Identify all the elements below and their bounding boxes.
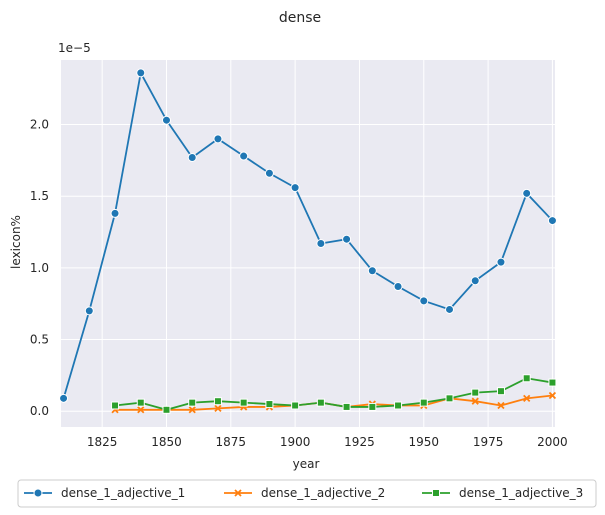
legend-label: dense_1_adjective_1 [61,486,185,500]
data-point [419,398,428,407]
x-tick-label: 1950 [409,435,440,449]
y-tick-label: 0.5 [30,333,49,347]
x-tick-label: 1875 [216,435,247,449]
data-point [264,168,274,178]
y-tick-label: 2.0 [30,118,49,132]
plot-background [61,60,555,427]
x-tick-label: 1825 [87,435,118,449]
data-point [470,276,480,286]
y-tick-labels: 0.0 0.5 1.0 1.5 2.0 [30,118,49,419]
data-point [316,239,326,248]
data-point [214,404,222,412]
data-point [522,374,531,383]
data-point [213,134,223,144]
data-point [367,266,377,276]
data-point [316,398,325,407]
legend: dense_1_adjective_1 dense_1_adjective_2 de… [17,479,597,508]
x-tick-label: 1900 [280,435,311,449]
data-point [162,405,171,414]
data-point [342,402,351,411]
series-layer [59,68,557,414]
data-point [496,387,505,396]
series-3 [111,374,557,414]
x-tick-labels: 1825 1850 1875 1900 1925 1950 1975 2000 [87,435,568,449]
data-point [110,208,120,218]
grid-lines [61,60,555,427]
x-tick-label: 2000 [537,435,568,449]
data-point [393,282,403,292]
data-point [523,394,531,402]
y-tick-label: 1.5 [30,189,49,203]
x-tick-label: 1925 [344,435,375,449]
data-point [471,397,479,405]
legend-label: dense_1_adjective_3 [459,486,583,500]
data-point [522,188,532,198]
data-point [547,216,557,226]
data-point [239,398,248,407]
data-point [59,393,69,403]
legend-label: dense_1_adjective_2 [261,486,385,500]
legend-frame [17,479,597,508]
y-axis-label: lexicon% [9,215,23,269]
x-tick-label: 1975 [473,435,504,449]
chart-title: dense [279,10,321,26]
x-axis-label: year [293,457,320,471]
data-point [187,152,197,162]
data-point [548,391,557,400]
data-point [342,234,352,244]
data-point [84,306,94,316]
data-point [445,304,455,314]
data-point [291,401,300,410]
data-point [290,183,300,193]
data-point [161,115,171,125]
y-tick-label: 1.0 [30,261,49,275]
data-point [497,401,505,410]
y-tick-label: 0.0 [30,404,49,418]
x-tick-label: 1850 [151,435,182,449]
data-point [471,388,480,397]
data-point [265,400,274,409]
data-point [188,398,197,407]
data-point [137,406,145,414]
data-point [394,401,403,410]
data-point [213,397,222,406]
data-point [136,398,145,407]
data-point [136,68,146,78]
series-1 [59,68,557,403]
data-point [111,401,120,410]
data-point [239,151,249,161]
data-point [548,378,557,387]
data-point [496,257,506,267]
legend-swatch-marker [234,489,242,497]
data-point [368,402,377,411]
series-line [62,70,554,399]
data-point [419,296,429,306]
series-line [114,377,553,411]
y-scale-label: 1e−5 [58,41,91,55]
data-point [445,394,454,403]
legend-swatch-marker [33,488,43,498]
data-point [188,406,196,414]
legend-swatch-marker [432,489,440,497]
